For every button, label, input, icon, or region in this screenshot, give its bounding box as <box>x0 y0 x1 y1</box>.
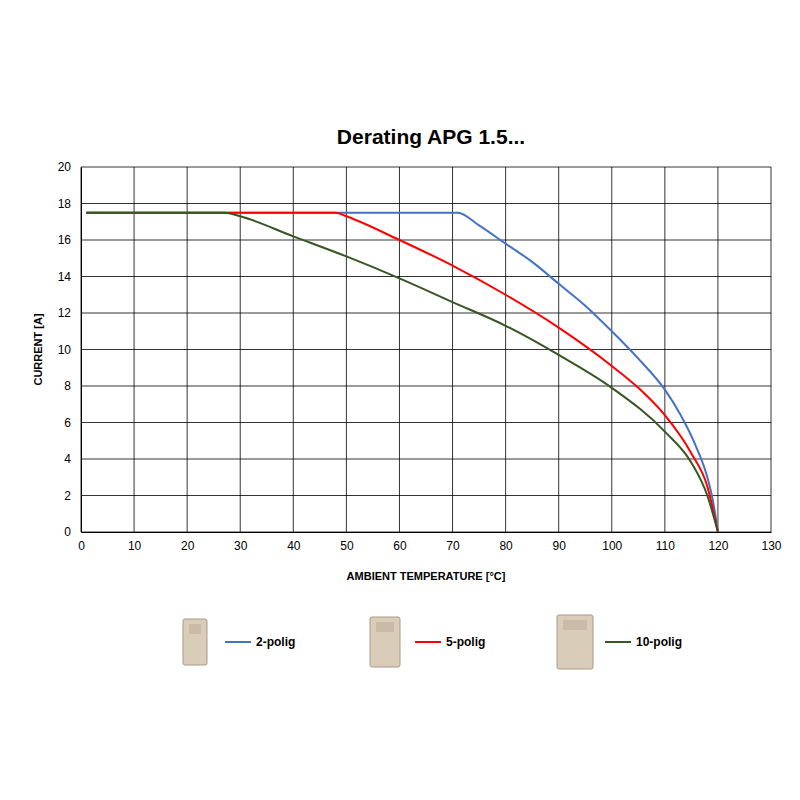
grid-line-y <box>81 167 771 168</box>
y-tick: 8 <box>64 379 81 393</box>
connector-icon-detail <box>189 624 201 634</box>
x-tick-label: 30 <box>234 539 248 553</box>
x-tick-label: 70 <box>446 539 460 553</box>
x-tick-label: 120 <box>708 539 728 553</box>
series-line <box>86 213 718 532</box>
x-tick: 0 <box>78 532 85 553</box>
x-tick: 90 <box>553 532 567 553</box>
y-tick: 0 <box>64 525 81 539</box>
legend-swatch <box>605 641 631 643</box>
y-tick: 20 <box>58 160 81 174</box>
x-tick-label: 130 <box>761 539 781 553</box>
grid-line-y <box>81 313 771 314</box>
grid-line-y <box>81 386 771 387</box>
y-tick: 14 <box>58 270 81 284</box>
x-tick-label: 0 <box>78 539 85 553</box>
y-tick: 18 <box>58 197 81 211</box>
x-tick: 60 <box>393 532 407 553</box>
legend-label: 2-polig <box>256 635 295 649</box>
legend-swatch <box>415 641 441 643</box>
x-tick-label: 40 <box>287 539 301 553</box>
legend-label: 5-polig <box>446 635 485 649</box>
legend: 2-polig 5-polig 10-polig <box>183 615 682 669</box>
x-tick: 110 <box>656 532 675 553</box>
x-axis: 0 10 20 30 40 50 60 70 80 90 100 110 120 130 <box>78 532 782 553</box>
grid-line-x <box>81 167 82 532</box>
grid <box>81 167 771 532</box>
y-tick-label: 0 <box>64 525 71 539</box>
x-tick: 120 <box>708 532 728 553</box>
x-tick: 30 <box>234 532 248 553</box>
y-tick-label: 20 <box>58 160 72 174</box>
x-tick: 20 <box>181 532 195 553</box>
x-axis-line <box>82 532 772 533</box>
x-tick: 100 <box>602 532 622 553</box>
x-tick: 70 <box>446 532 460 553</box>
y-tick-label: 14 <box>58 270 72 284</box>
x-tick: 130 <box>761 532 781 553</box>
x-tick-label: 20 <box>181 539 195 553</box>
x-axis-title: AMBIENT TEMPERATURE [°C] <box>347 570 506 582</box>
y-axis-line <box>81 168 82 533</box>
y-tick-label: 18 <box>58 197 72 211</box>
chart-title: Derating APG 1.5... <box>337 125 525 148</box>
x-tick-label: 10 <box>128 539 142 553</box>
lines <box>86 213 718 532</box>
x-tick-label: 90 <box>553 539 567 553</box>
x-tick-label: 50 <box>340 539 354 553</box>
grid-line-y <box>81 495 771 496</box>
y-tick-label: 6 <box>64 416 71 430</box>
connector-icon <box>557 615 593 669</box>
grid-line-y <box>81 240 771 241</box>
grid-line-y <box>81 349 771 350</box>
y-tick-label: 8 <box>64 379 71 393</box>
connector-icon <box>370 617 400 667</box>
y-tick: 10 <box>58 343 81 357</box>
y-tick-label: 4 <box>64 452 71 466</box>
connector-icon <box>183 619 207 665</box>
legend-item: 5-polig <box>370 617 485 667</box>
y-axis: 0 2 4 6 8 10 12 14 16 18 20 <box>58 160 82 539</box>
legend-label: 10-polig <box>636 635 682 649</box>
y-tick-label: 12 <box>58 306 72 320</box>
y-axis-title: CURRENT [A] <box>32 313 44 385</box>
chart-svg: Derating APG 1.5...010203040506070809010… <box>0 0 800 800</box>
legend-item: 10-polig <box>557 615 682 669</box>
y-tick: 2 <box>64 489 81 503</box>
x-tick-label: 80 <box>499 539 513 553</box>
y-tick-label: 16 <box>58 233 72 247</box>
grid-line-y <box>81 203 771 204</box>
y-tick-label: 10 <box>58 343 72 357</box>
connector-icon-detail <box>376 622 394 632</box>
x-tick: 10 <box>128 532 142 553</box>
legend-item: 2-polig <box>183 619 295 665</box>
connector-icon-detail <box>563 620 587 630</box>
x-tick: 50 <box>340 532 354 553</box>
y-tick: 6 <box>64 416 81 430</box>
grid-line-y <box>81 422 771 423</box>
y-tick: 16 <box>58 233 81 247</box>
x-tick-label: 110 <box>656 539 675 553</box>
chart-container: Derating APG 1.5...010203040506070809010… <box>0 0 800 800</box>
grid-line-y <box>81 459 771 460</box>
grid-line-y <box>81 532 771 533</box>
x-tick: 40 <box>287 532 301 553</box>
series-line <box>86 213 718 532</box>
y-tick: 4 <box>64 452 81 466</box>
x-tick-label: 60 <box>393 539 407 553</box>
x-tick: 80 <box>499 532 513 553</box>
grid-line-y <box>81 276 771 277</box>
series-line <box>86 213 718 532</box>
y-tick-label: 2 <box>64 489 71 503</box>
legend-swatch <box>225 641 251 643</box>
y-tick: 12 <box>58 306 81 320</box>
x-tick-label: 100 <box>602 539 622 553</box>
